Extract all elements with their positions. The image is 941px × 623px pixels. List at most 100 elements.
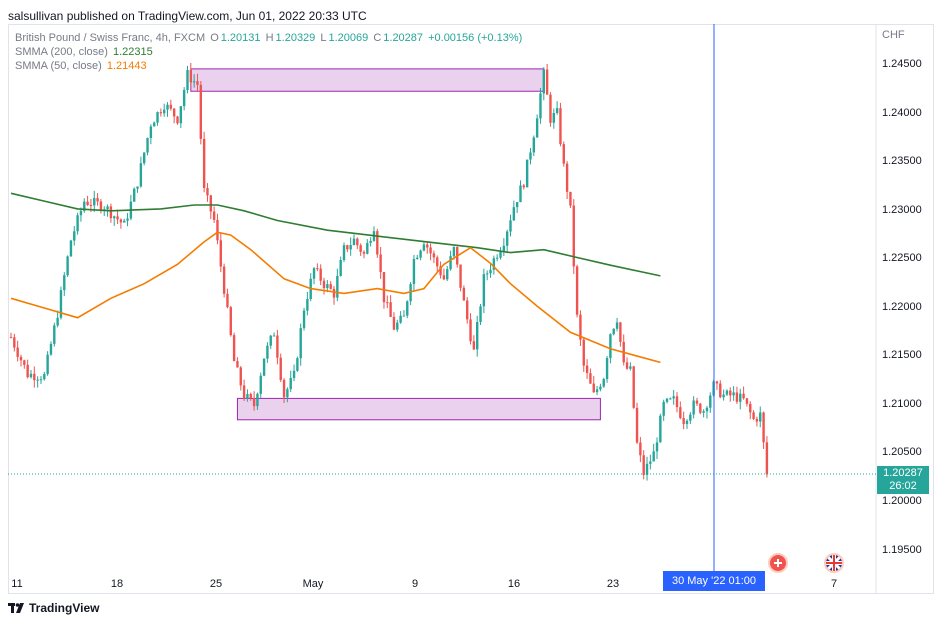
- candle-body: [462, 287, 466, 301]
- candle-body: [429, 247, 432, 254]
- candle-body: [279, 357, 282, 380]
- candle-body: [199, 84, 203, 139]
- candle-body: [449, 256, 452, 270]
- candle-body: [246, 393, 249, 399]
- candle-body: [86, 201, 89, 205]
- candle-body: [402, 315, 406, 317]
- chart-frame: [8, 24, 934, 594]
- last-price-label: 1.20287 26:02: [877, 466, 929, 494]
- footer-brand[interactable]: TradingView: [8, 601, 99, 615]
- candle-body: [482, 274, 486, 307]
- candle-body: [612, 328, 615, 335]
- candle-body: [602, 379, 605, 387]
- price-tick: 1.24000: [882, 107, 922, 119]
- candle-body: [522, 185, 526, 188]
- candle-body: [406, 301, 409, 316]
- candle-body: [299, 328, 302, 359]
- candle-body: [702, 411, 705, 413]
- candle-body: [116, 216, 119, 220]
- candle-body: [152, 122, 156, 127]
- candle-body: [143, 152, 146, 164]
- candle-body: [366, 242, 369, 254]
- sma200-line: [10, 192, 661, 277]
- candle-body: [569, 191, 572, 206]
- candle-body: [59, 290, 63, 318]
- candle-body: [9, 337, 13, 339]
- legend-sma200-row[interactable]: SMMA (200, close) 1.22315: [15, 46, 155, 58]
- candle-body: [16, 347, 19, 357]
- candle-body: [625, 362, 629, 369]
- legend-change: +0.00156 (+0.13%): [428, 32, 523, 44]
- candle-body: [276, 335, 279, 358]
- candle-body: [123, 220, 126, 223]
- legend-h-value: 1.20329: [275, 32, 316, 44]
- candle-body: [126, 218, 129, 221]
- zones-layer: [190, 68, 601, 421]
- candle-body: [386, 302, 389, 304]
- candle-body: [292, 370, 296, 379]
- candle-body: [36, 379, 39, 381]
- candle-body: [349, 244, 352, 250]
- uk-flag-icon[interactable]: [824, 553, 844, 573]
- candle-body: [96, 198, 99, 202]
- candle-body: [735, 392, 739, 402]
- sma50-line: [10, 231, 661, 364]
- candle-body: [346, 245, 349, 250]
- legend-c-value: 1.20287: [383, 32, 424, 44]
- candle-body: [512, 207, 516, 221]
- candle-body: [489, 269, 492, 274]
- candle-body: [426, 244, 429, 248]
- candle-body: [535, 118, 539, 138]
- candle-body: [605, 358, 609, 380]
- candle-body: [139, 163, 143, 187]
- candle-body: [229, 307, 232, 336]
- footer-brand-label: TradingView: [29, 601, 100, 615]
- candle-body: [396, 322, 399, 330]
- candle-body: [582, 339, 585, 366]
- candle-body: [249, 393, 252, 399]
- candle-body: [113, 216, 116, 219]
- legend-l-label: L: [320, 32, 327, 44]
- price-tick: 1.24500: [882, 58, 922, 70]
- economic-event-icon[interactable]: [768, 553, 788, 573]
- candle-body: [715, 381, 719, 384]
- candle-body: [392, 316, 396, 330]
- legend-sma200-value: 1.22315: [112, 46, 153, 58]
- candle-body: [212, 211, 216, 220]
- price-tick: 1.22000: [882, 301, 922, 313]
- candle-body: [266, 345, 269, 359]
- candle-body: [699, 403, 702, 413]
- sma-layer: [10, 192, 661, 364]
- legend-sma50-row[interactable]: SMMA (50, close) 1.21443: [15, 60, 149, 72]
- candle-body: [196, 81, 199, 85]
- candle-body: [479, 306, 482, 323]
- candle-body: [79, 210, 83, 216]
- candle-body: [552, 113, 555, 123]
- candle-body: [83, 201, 86, 211]
- time-tick: 23: [606, 578, 620, 590]
- last-price-value: 1.20287: [883, 467, 923, 479]
- candle-body: [189, 69, 193, 83]
- publisher-line: salsullivan published on TradingView.com…: [8, 9, 367, 23]
- tradingview-logo-icon: [8, 603, 24, 613]
- candle-body: [719, 383, 722, 398]
- candle-body: [89, 204, 93, 206]
- candle-body: [755, 418, 759, 422]
- candle-body: [515, 202, 519, 208]
- candle-body: [282, 379, 286, 398]
- candle-body: [133, 188, 136, 202]
- candle-body: [286, 389, 289, 398]
- price-tick: 1.19500: [882, 544, 922, 556]
- candle-body: [685, 420, 689, 425]
- candle-body: [476, 322, 479, 350]
- candle-body: [725, 390, 729, 395]
- candle-body: [659, 415, 662, 443]
- candle-body: [439, 266, 442, 276]
- candle-body: [33, 373, 36, 381]
- candle-body: [499, 251, 502, 258]
- candle-body: [186, 69, 189, 91]
- candle-body: [412, 259, 416, 285]
- candle-body: [539, 93, 542, 119]
